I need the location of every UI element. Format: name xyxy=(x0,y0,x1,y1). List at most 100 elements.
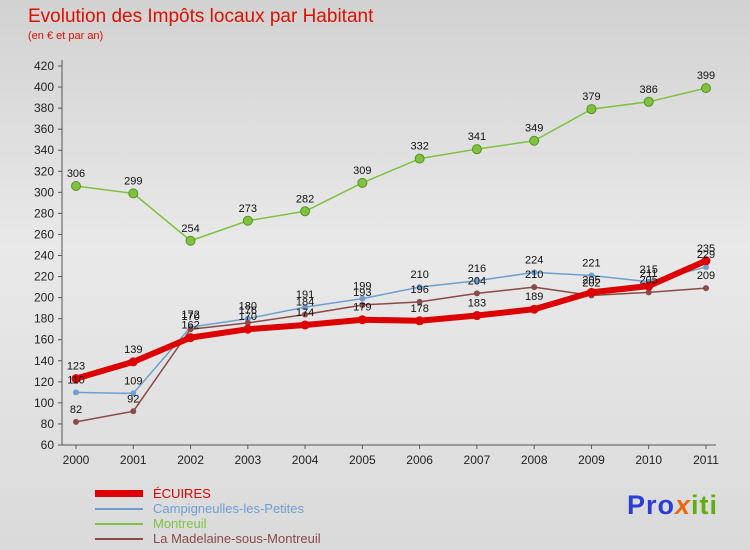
svg-text:183: 183 xyxy=(468,298,486,310)
svg-text:123: 123 xyxy=(67,361,85,373)
svg-text:379: 379 xyxy=(582,91,600,103)
svg-text:235: 235 xyxy=(697,243,715,255)
svg-text:2009: 2009 xyxy=(578,453,605,467)
svg-text:80: 80 xyxy=(41,417,55,431)
svg-text:174: 174 xyxy=(296,307,314,319)
svg-text:399: 399 xyxy=(697,70,715,82)
svg-text:2000: 2000 xyxy=(63,453,90,467)
svg-text:299: 299 xyxy=(124,175,142,187)
svg-text:196: 196 xyxy=(410,284,428,296)
svg-text:193: 193 xyxy=(353,287,371,299)
svg-text:400: 400 xyxy=(34,80,54,94)
svg-text:172: 172 xyxy=(181,309,199,321)
svg-text:229: 229 xyxy=(697,249,715,261)
svg-text:162: 162 xyxy=(181,320,199,332)
svg-text:199: 199 xyxy=(353,281,371,293)
svg-text:306: 306 xyxy=(67,168,85,180)
svg-text:380: 380 xyxy=(34,101,54,115)
svg-text:260: 260 xyxy=(34,227,54,241)
svg-text:179: 179 xyxy=(353,302,371,314)
svg-text:2005: 2005 xyxy=(349,453,376,467)
svg-text:209: 209 xyxy=(697,270,715,282)
svg-text:332: 332 xyxy=(410,141,428,153)
svg-text:420: 420 xyxy=(34,59,54,73)
svg-text:211: 211 xyxy=(640,268,658,280)
svg-text:2001: 2001 xyxy=(120,453,147,467)
svg-text:200: 200 xyxy=(34,291,54,305)
svg-text:205: 205 xyxy=(640,274,658,286)
svg-text:160: 160 xyxy=(34,333,54,347)
legend-label-montreuil: Montreuil xyxy=(153,516,207,531)
svg-text:2011: 2011 xyxy=(693,453,719,467)
svg-text:2008: 2008 xyxy=(521,453,548,467)
svg-text:176: 176 xyxy=(239,305,257,317)
legend-label-ecuires: ÉCUIRES xyxy=(153,486,211,501)
svg-text:210: 210 xyxy=(525,269,543,281)
logo-part-pro: Pro xyxy=(626,490,675,520)
line-chart: 60 80 100 120 140 160 180 200 220 240 260 280 300 320… xyxy=(34,59,719,467)
svg-text:300: 300 xyxy=(34,185,54,199)
svg-text:254: 254 xyxy=(181,223,199,235)
legend-swatch-madelaine xyxy=(95,537,143,540)
chart-legend: ÉCUIRES Campigneulles-les-Petites Montre… xyxy=(95,486,321,546)
legend-label-madelaine: La Madelaine-sous-Montreuil xyxy=(153,531,321,546)
svg-text:180: 180 xyxy=(239,301,257,313)
svg-text:2002: 2002 xyxy=(177,453,204,467)
svg-text:180: 180 xyxy=(34,312,54,326)
svg-text:170: 170 xyxy=(181,311,199,323)
svg-text:210: 210 xyxy=(410,269,428,281)
logo-part-iti: iti xyxy=(691,490,718,520)
svg-text:2006: 2006 xyxy=(406,453,433,467)
svg-text:204: 204 xyxy=(468,275,486,287)
svg-text:170: 170 xyxy=(239,311,257,323)
svg-text:178: 178 xyxy=(410,303,428,315)
page-subtitle: (en € et par an) xyxy=(28,30,104,42)
svg-text:349: 349 xyxy=(525,123,543,135)
legend-label-campigneulles: Campigneulles-les-Petites xyxy=(153,501,305,516)
svg-text:100: 100 xyxy=(34,396,54,410)
svg-text:215: 215 xyxy=(640,264,658,276)
legend-swatch-montreuil xyxy=(95,522,143,525)
svg-text:92: 92 xyxy=(127,393,139,405)
svg-text:60: 60 xyxy=(41,438,55,452)
svg-text:202: 202 xyxy=(582,278,600,290)
svg-text:140: 140 xyxy=(34,354,54,368)
svg-text:82: 82 xyxy=(70,404,82,416)
svg-text:216: 216 xyxy=(468,263,486,275)
svg-text:109: 109 xyxy=(124,375,142,387)
svg-text:340: 340 xyxy=(34,143,54,157)
svg-text:2007: 2007 xyxy=(464,453,491,467)
svg-text:221: 221 xyxy=(582,258,600,270)
logo-part-x: x xyxy=(674,490,691,520)
svg-text:273: 273 xyxy=(239,203,257,215)
svg-text:282: 282 xyxy=(296,193,314,205)
svg-text:320: 320 xyxy=(34,164,54,178)
svg-text:224: 224 xyxy=(525,254,543,266)
svg-text:2004: 2004 xyxy=(292,453,319,467)
proxiti-logo: Proxiti xyxy=(627,490,718,521)
svg-text:280: 280 xyxy=(34,206,54,220)
svg-text:386: 386 xyxy=(640,84,658,96)
svg-text:110: 110 xyxy=(67,374,85,386)
svg-text:2010: 2010 xyxy=(635,453,662,467)
svg-text:341: 341 xyxy=(468,131,486,143)
svg-text:189: 189 xyxy=(525,291,543,303)
page-title: Evolution des Impôts locaux par Habitant xyxy=(28,6,374,27)
legend-swatch-campigneulles xyxy=(95,507,143,510)
svg-text:220: 220 xyxy=(34,270,54,284)
svg-text:2003: 2003 xyxy=(234,453,261,467)
legend-swatch-ecuires xyxy=(95,490,143,497)
legend-item-campigneulles: Campigneulles-les-Petites xyxy=(95,501,321,516)
svg-text:191: 191 xyxy=(296,289,314,301)
svg-text:184: 184 xyxy=(296,296,314,308)
svg-text:139: 139 xyxy=(124,344,142,356)
svg-text:120: 120 xyxy=(34,375,54,389)
legend-item-montreuil: Montreuil xyxy=(95,516,321,531)
svg-text:205: 205 xyxy=(582,274,600,286)
svg-text:240: 240 xyxy=(34,249,54,263)
svg-text:360: 360 xyxy=(34,122,54,136)
svg-text:309: 309 xyxy=(353,165,371,177)
legend-item-ecuires: ÉCUIRES xyxy=(95,486,321,501)
legend-item-madelaine: La Madelaine-sous-Montreuil xyxy=(95,531,321,546)
